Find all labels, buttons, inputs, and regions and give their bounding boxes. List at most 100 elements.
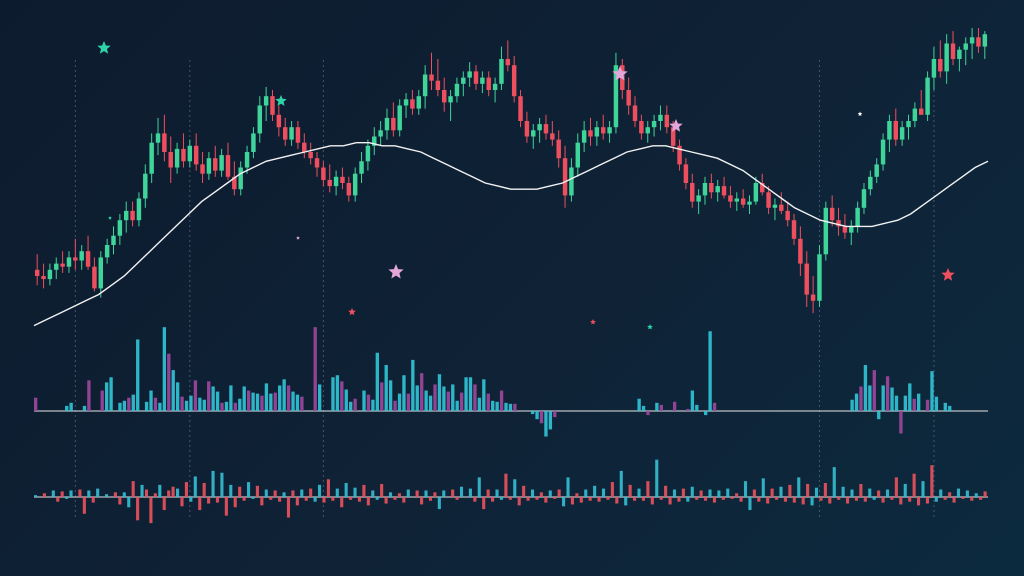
oscillator-bar <box>78 489 82 497</box>
oscillator-bar <box>748 497 752 511</box>
volume-bar <box>380 382 384 411</box>
oscillator-bar <box>397 493 401 497</box>
volume-bar <box>468 377 473 411</box>
star-icon <box>941 268 955 281</box>
volume-bar <box>149 390 153 411</box>
volume-bar <box>34 397 38 411</box>
volume-bar <box>158 402 162 411</box>
oscillator-bar <box>881 497 885 503</box>
oscillator-bar <box>575 493 579 497</box>
candle-body <box>378 130 383 137</box>
oscillator-bar <box>917 497 921 506</box>
candle-body <box>454 83 460 97</box>
volume-bar <box>637 398 641 411</box>
candle-body <box>193 145 199 165</box>
candle-body <box>321 167 326 180</box>
oscillator-bar <box>459 486 464 497</box>
oscillator-bar <box>739 497 743 502</box>
oscillator-bar <box>819 497 823 501</box>
volume-bar <box>340 381 344 411</box>
volume-bar <box>193 380 198 411</box>
oscillator-bar <box>331 497 335 501</box>
candle-body <box>276 114 282 128</box>
oscillator-bar <box>56 497 60 502</box>
volume-bar <box>344 389 348 411</box>
candle-body <box>836 220 841 227</box>
volume-bar <box>655 402 659 411</box>
volume-bar <box>885 376 890 411</box>
volume-bar <box>428 395 433 411</box>
oscillator-bar <box>699 490 703 497</box>
oscillator-bar <box>60 491 64 497</box>
candle-body <box>588 130 593 137</box>
oscillator-bar <box>437 497 441 510</box>
oscillator-bar <box>908 497 912 502</box>
oscillator-bar <box>122 492 126 497</box>
decorative-stars <box>97 41 955 330</box>
candle-body <box>499 59 504 84</box>
star-icon <box>108 216 112 220</box>
candle-body <box>365 145 371 162</box>
oscillator-bar <box>406 489 410 497</box>
candle-body <box>810 294 816 301</box>
volume-bar <box>513 403 517 411</box>
volume-bar <box>535 411 539 420</box>
oscillator-bar <box>167 490 171 497</box>
oscillator-bar <box>153 493 157 497</box>
oscillator-bar <box>433 492 437 497</box>
oscillator-bar <box>184 482 188 497</box>
candle-body <box>709 183 714 193</box>
candle-body <box>429 74 434 81</box>
oscillator-bar <box>313 497 317 502</box>
candle-body <box>422 74 428 97</box>
oscillator-bar <box>863 497 867 502</box>
candle-body <box>174 148 180 168</box>
candle-body <box>734 198 740 202</box>
volume-bar <box>291 391 295 411</box>
oscillator-bar <box>619 470 623 497</box>
volume-bar <box>353 398 357 411</box>
candle-body <box>728 195 733 202</box>
oscillator-bar <box>504 473 508 497</box>
candle-body <box>168 152 173 168</box>
candle-body <box>340 176 345 183</box>
oscillator-bar <box>473 497 477 502</box>
volume-bar <box>402 375 406 411</box>
candle-body <box>448 96 453 103</box>
volume-bar <box>446 391 450 411</box>
volume-bar <box>464 377 468 411</box>
oscillator-bar <box>286 497 291 518</box>
candle-body <box>238 167 243 190</box>
candle-body <box>98 257 104 289</box>
candle-body <box>702 183 708 196</box>
volume-bar <box>313 327 317 411</box>
oscillator-bar <box>171 486 175 497</box>
oscillator-bar <box>424 490 428 497</box>
volume-bar <box>930 371 934 411</box>
oscillator-bar <box>841 486 845 497</box>
oscillator-bar <box>144 489 149 497</box>
candle-body <box>505 59 511 66</box>
oscillator-bar <box>349 497 353 500</box>
volume-bar <box>943 402 947 411</box>
candle-body <box>200 164 205 174</box>
candle-body <box>804 263 809 295</box>
oscillator-bar <box>566 477 570 497</box>
oscillator-bar <box>593 485 597 497</box>
candle-body <box>779 204 784 211</box>
oscillator-bar <box>757 497 761 502</box>
volume-bar <box>233 402 238 411</box>
oscillator-bar <box>189 497 193 502</box>
volume-bar <box>544 411 548 437</box>
oscillator-bar <box>207 497 211 504</box>
oscillator-bar <box>775 497 779 500</box>
candle-body <box>721 186 727 196</box>
volume-bar <box>686 408 690 411</box>
candle-body <box>607 127 612 134</box>
oscillator-bar <box>584 489 588 497</box>
oscillator-bar <box>517 497 521 506</box>
volume-bar <box>690 390 695 411</box>
volume-bar <box>868 385 872 411</box>
volume-bar <box>695 404 699 411</box>
volume-bar <box>877 411 881 420</box>
